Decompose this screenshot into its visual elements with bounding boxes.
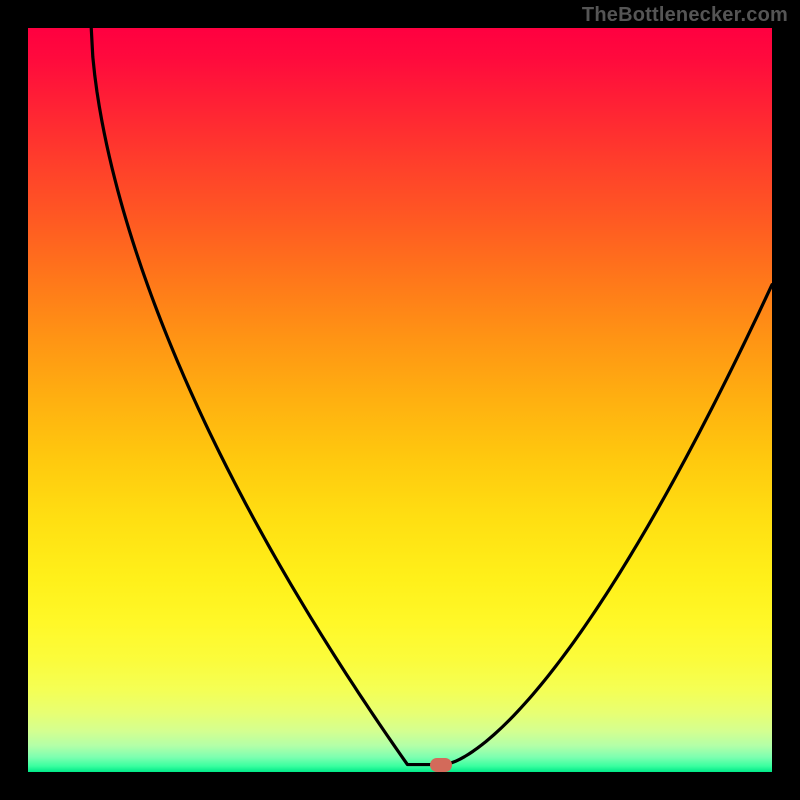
optimal-point-marker [430, 758, 452, 772]
chart-container: TheBottlenecker.com [0, 0, 800, 800]
bottleneck-curve [28, 28, 772, 772]
plot-area [28, 28, 772, 772]
watermark-text: TheBottlenecker.com [582, 4, 788, 27]
